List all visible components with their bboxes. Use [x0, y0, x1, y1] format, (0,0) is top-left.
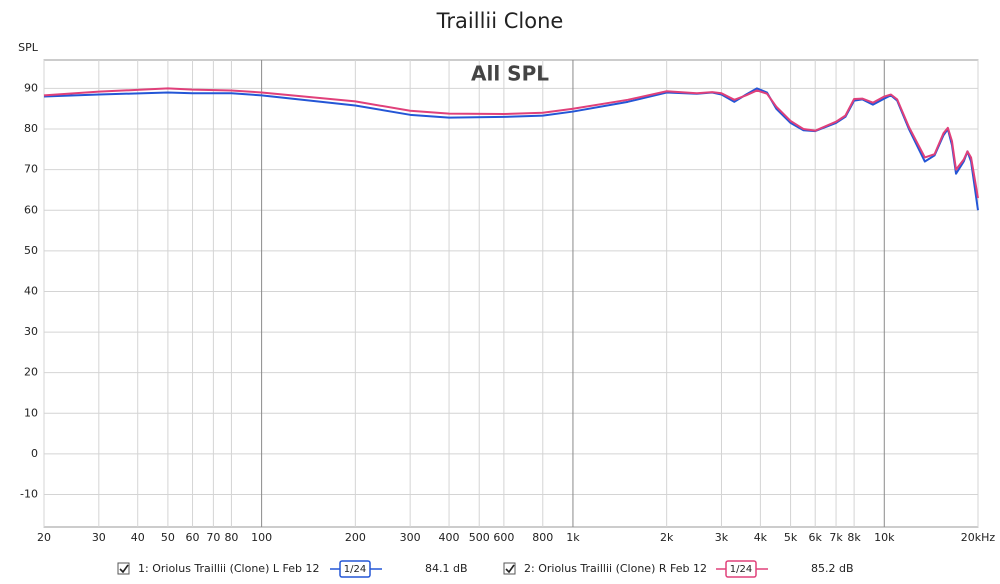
x-tick-label: 80 — [224, 531, 238, 544]
legend-checkbox[interactable] — [117, 562, 130, 575]
x-tick-label: 600 — [493, 531, 514, 544]
y-tick-label: 30 — [24, 325, 38, 338]
x-tick-label: 3k — [715, 531, 729, 544]
legend-item: 1: Oriolus Traillii (Clone) L Feb 12 1/24… — [117, 560, 468, 578]
y-tick-label: -10 — [20, 488, 38, 501]
y-tick-label: 50 — [24, 244, 38, 257]
checkmark — [505, 564, 515, 574]
smoothing-box[interactable] — [725, 560, 757, 578]
x-tick-label: 10k — [874, 531, 895, 544]
x-tick-label: 100 — [251, 531, 272, 544]
smoothing-label: 1/24 — [730, 564, 752, 575]
x-tick-label: 8k — [847, 531, 861, 544]
legend-label: 2: Oriolus Traillii (Clone) R Feb 12 — [524, 562, 707, 575]
legend: 1: Oriolus Traillii (Clone) L Feb 12 1/24… — [117, 560, 854, 578]
x-tick-label: 40 — [131, 531, 145, 544]
lines — [43, 87, 979, 211]
x-tick-label: 2k — [660, 531, 674, 544]
x-tick-label: 400 — [439, 531, 460, 544]
x-tick-label: 30 — [92, 531, 106, 544]
plot-area — [43, 59, 979, 528]
x-tick-label: 60 — [186, 531, 200, 544]
y-tick-label: 20 — [24, 366, 38, 379]
x-tick-label: 800 — [532, 531, 553, 544]
x-tick-label: 5k — [784, 531, 798, 544]
chart-title: Traillii Clone — [436, 9, 564, 33]
y-tick-label: 60 — [24, 203, 38, 216]
legend-level: 85.2 dB — [811, 562, 854, 575]
legend-item: 2: Oriolus Traillii (Clone) R Feb 12 1/24… — [503, 560, 854, 578]
y-tick-label: 70 — [24, 163, 38, 176]
legend-level: 84.1 dB — [425, 562, 468, 575]
x-tick-label: 500 — [469, 531, 490, 544]
y-tick-label: 40 — [24, 284, 38, 297]
x-tick-label: 20 — [37, 531, 51, 544]
annotation: All SPL — [471, 62, 549, 86]
y-tick-label: 10 — [24, 406, 38, 419]
smoothing-label: 1/24 — [344, 564, 366, 575]
legend-label: 1: Oriolus Traillii (Clone) L Feb 12 — [138, 562, 319, 575]
smoothing-box[interactable] — [339, 560, 371, 578]
series-line — [43, 87, 979, 199]
checkmark — [119, 564, 129, 574]
y-axis-label: SPL — [18, 41, 39, 54]
x-tick-label: 6k — [809, 531, 823, 544]
x-tick-label: 20kHz — [961, 531, 996, 544]
x-tick-label: 200 — [345, 531, 366, 544]
x-tick-label: 300 — [400, 531, 421, 544]
x-tick-label: 50 — [161, 531, 175, 544]
legend-checkbox[interactable] — [503, 562, 516, 575]
grid — [43, 60, 979, 527]
x-tick-label: 70 — [206, 531, 220, 544]
y-tick-label: 0 — [31, 447, 38, 460]
x-tick-label: 7k — [829, 531, 843, 544]
y-tick-label: 90 — [24, 81, 38, 94]
x-tick-label: 4k — [754, 531, 768, 544]
y-tick-label: 80 — [24, 122, 38, 135]
x-tick-label: 1k — [566, 531, 580, 544]
